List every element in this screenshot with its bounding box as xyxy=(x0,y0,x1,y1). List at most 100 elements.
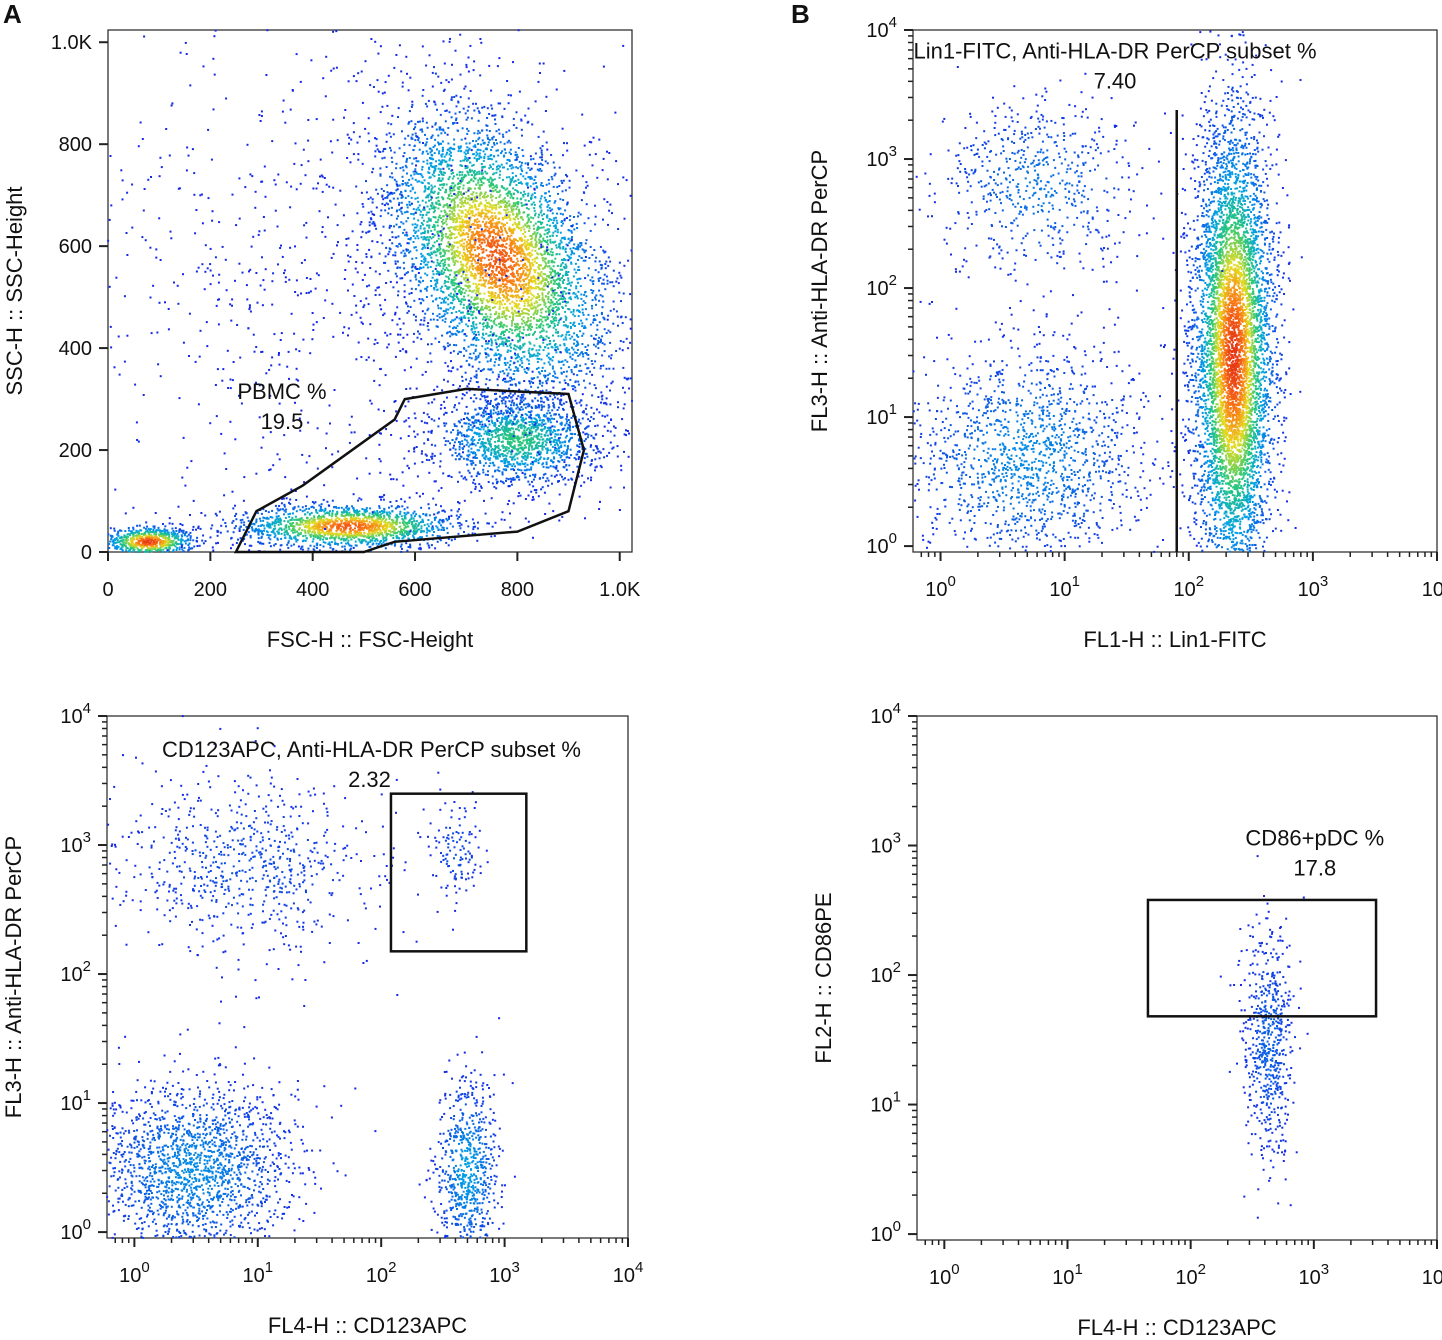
event-dot xyxy=(161,544,164,546)
event-dot xyxy=(545,431,548,434)
event-dot xyxy=(510,407,513,410)
event-dot xyxy=(448,213,451,216)
event-dot xyxy=(127,533,130,536)
event-dot xyxy=(550,440,553,443)
event-dot xyxy=(522,420,525,423)
event-dot xyxy=(597,396,600,398)
event-dot xyxy=(570,231,573,234)
event-dot xyxy=(562,213,564,216)
event-dot xyxy=(344,548,347,551)
event-dot xyxy=(517,452,520,455)
event-dot xyxy=(381,532,383,534)
event-dot xyxy=(407,530,410,533)
event-dot xyxy=(512,404,515,407)
event-dot xyxy=(235,512,238,515)
event-dot xyxy=(437,307,440,310)
event-dot xyxy=(487,431,490,434)
event-dot xyxy=(568,421,571,424)
event-dot xyxy=(146,547,149,549)
event-dot xyxy=(283,534,286,536)
event-dot xyxy=(594,387,597,390)
event-dot xyxy=(545,466,548,469)
event-dot xyxy=(615,160,618,163)
event-dot xyxy=(372,535,375,538)
event-dot xyxy=(548,439,551,442)
event-dot xyxy=(384,524,387,527)
event-dot xyxy=(360,542,363,545)
event-dot xyxy=(598,411,601,414)
event-dot xyxy=(132,535,135,538)
event-dot xyxy=(163,541,166,544)
event-dot xyxy=(576,450,579,453)
event-dot xyxy=(116,539,119,542)
event-dot xyxy=(322,498,325,501)
event-dot xyxy=(510,449,513,452)
event-dot xyxy=(591,254,594,256)
event-dot xyxy=(450,312,453,314)
event-dot xyxy=(545,447,548,450)
event-dot xyxy=(494,436,497,438)
event-dot xyxy=(467,455,470,458)
event-dot xyxy=(540,404,543,407)
event-dot xyxy=(454,404,456,407)
event-dot xyxy=(164,542,167,545)
event-dot xyxy=(398,525,401,528)
event-dot xyxy=(594,469,596,472)
event-dot xyxy=(569,432,572,435)
event-dot xyxy=(501,416,504,419)
event-dot xyxy=(345,517,348,520)
event-dot xyxy=(467,317,470,319)
event-dot xyxy=(311,531,314,534)
event-dot xyxy=(280,537,283,540)
event-dot xyxy=(321,519,324,522)
event-dot xyxy=(397,116,399,118)
event-dot xyxy=(488,291,491,294)
event-dot xyxy=(515,126,518,129)
event-dot xyxy=(516,474,519,477)
event-dot xyxy=(197,525,200,528)
event-dot xyxy=(329,537,332,540)
event-dot xyxy=(507,414,510,417)
event-dot xyxy=(625,429,627,432)
event-dot xyxy=(455,105,458,108)
event-dot xyxy=(319,516,322,519)
event-dot xyxy=(503,518,506,521)
event-dot xyxy=(483,448,486,451)
event-dot xyxy=(349,531,352,534)
event-dot xyxy=(345,542,348,545)
event-dot xyxy=(546,162,549,165)
event-dot xyxy=(446,396,448,399)
event-dot xyxy=(443,437,446,440)
event-dot xyxy=(172,539,175,542)
event-dot xyxy=(514,465,516,468)
event-dot xyxy=(354,540,357,543)
event-dot xyxy=(299,531,302,534)
event-dot xyxy=(472,415,475,418)
event-dot xyxy=(368,521,371,523)
event-dot xyxy=(232,520,235,522)
event-dot xyxy=(553,466,556,469)
event-dot xyxy=(316,544,319,547)
event-dot xyxy=(583,440,586,442)
event-dot xyxy=(202,534,205,537)
event-dot xyxy=(279,527,282,530)
event-dot xyxy=(480,486,483,489)
event-dot xyxy=(283,531,286,534)
event-dot xyxy=(398,521,401,524)
event-dot xyxy=(477,471,480,474)
event-dot xyxy=(114,545,117,548)
event-dot xyxy=(511,450,514,453)
event-dot xyxy=(590,463,593,465)
event-dot xyxy=(385,539,387,542)
event-dot xyxy=(473,439,476,442)
event-dot xyxy=(389,533,392,536)
event-dot xyxy=(167,549,170,552)
event-dot xyxy=(387,533,390,535)
event-dot xyxy=(477,521,479,524)
event-dot xyxy=(498,173,501,176)
event-dot xyxy=(567,478,570,481)
event-dot xyxy=(366,532,369,535)
event-dot xyxy=(502,412,505,415)
event-dot xyxy=(407,217,410,220)
event-dot xyxy=(320,503,323,506)
